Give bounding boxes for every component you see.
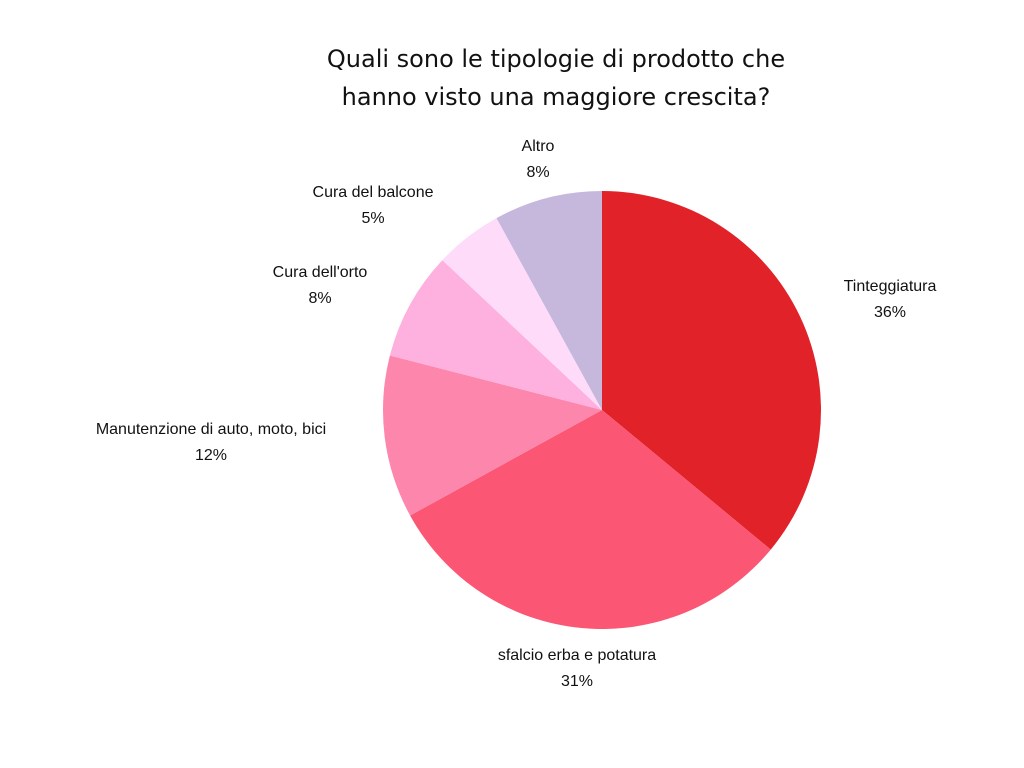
slice-name-tinteggiatura: Tinteggiatura bbox=[843, 278, 937, 295]
pie-slice-5 bbox=[496, 191, 602, 410]
chart-title-line-2: hanno visto una maggiore crescita? bbox=[341, 83, 771, 111]
pie-slice-1 bbox=[410, 410, 771, 629]
slice-value-manutenzione: 12% bbox=[194, 447, 228, 464]
slice-label-altro: Altro 8% bbox=[522, 134, 555, 186]
slice-label-sfalcio: sfalcio erba e potatura 31% bbox=[498, 643, 656, 695]
chart-title-line-1: Quali sono le tipologie di prodotto che bbox=[326, 45, 786, 73]
slice-label-cura-orto: Cura dell'orto 8% bbox=[273, 260, 368, 312]
pie-slice-2 bbox=[383, 355, 602, 516]
chart-title: Quali sono le tipologie di prodotto che … bbox=[256, 40, 856, 116]
slice-name-cura-balcone: Cura del balcone bbox=[312, 184, 434, 201]
slice-label-tinteggiatura: Tinteggiatura 36% bbox=[844, 274, 937, 326]
slice-value-altro: 8% bbox=[526, 164, 550, 181]
slice-value-cura-orto: 8% bbox=[308, 290, 332, 307]
slice-value-tinteggiatura: 36% bbox=[873, 304, 907, 321]
slice-value-sfalcio: 31% bbox=[560, 673, 594, 690]
slice-name-manutenzione: Manutenzione di auto, moto, bici bbox=[95, 421, 327, 438]
slice-value-cura-balcone: 5% bbox=[361, 210, 385, 227]
slice-name-altro: Altro bbox=[521, 138, 555, 155]
slice-name-sfalcio: sfalcio erba e potatura bbox=[497, 647, 657, 664]
pie-slice-0 bbox=[602, 191, 822, 550]
slice-name-cura-orto: Cura dell'orto bbox=[272, 264, 368, 281]
pie-slice-3 bbox=[389, 260, 602, 410]
slice-label-cura-balcone: Cura del balcone 5% bbox=[313, 180, 434, 232]
slice-label-manutenzione: Manutenzione di auto, moto, bici 12% bbox=[96, 417, 326, 469]
pie-slice-4 bbox=[442, 218, 602, 410]
